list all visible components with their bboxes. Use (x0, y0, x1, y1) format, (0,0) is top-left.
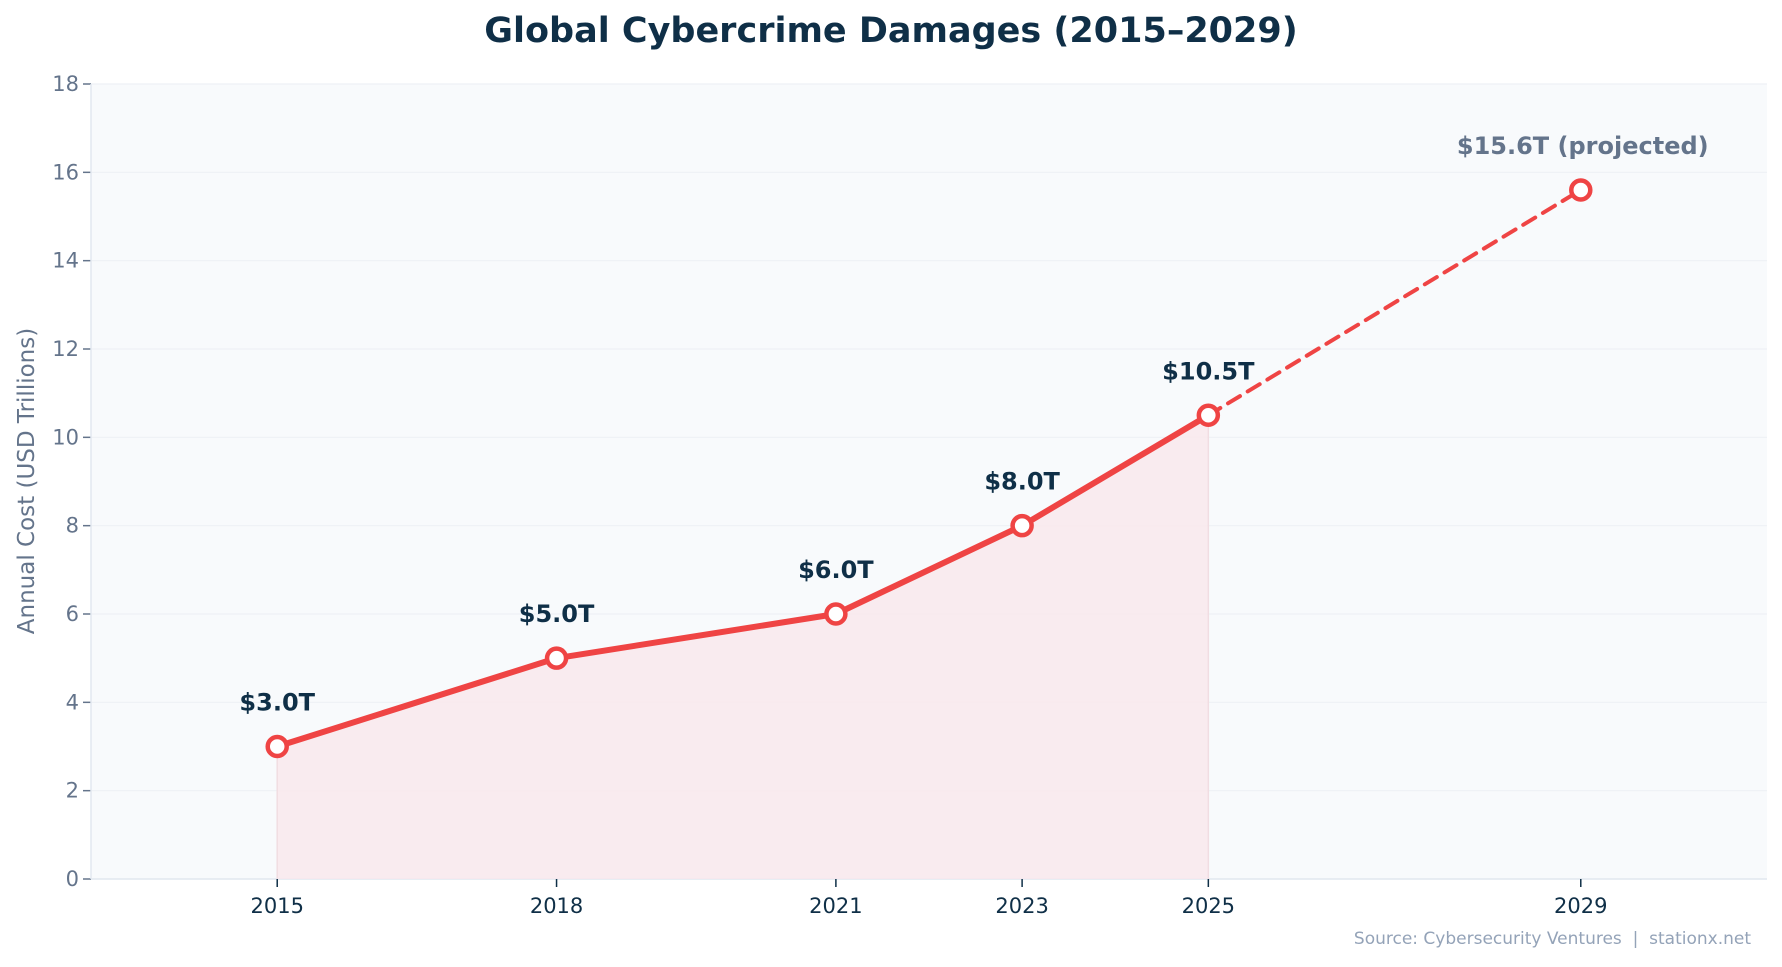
chart-title: Global Cybercrime Damages (2015–2029) (484, 11, 1297, 51)
area-fill (277, 415, 1209, 879)
data-label: $8.0T (984, 468, 1060, 496)
y-tick-label: 6 (66, 602, 79, 626)
x-tick-label: 2029 (1554, 894, 1607, 918)
y-tick-label: 14 (52, 249, 79, 273)
y-tick-label: 2 (66, 779, 79, 803)
source-note: Source: Cybersecurity Ventures | station… (1354, 929, 1751, 949)
y-tick-label: 12 (52, 337, 79, 361)
x-tick-label: 2018 (530, 894, 583, 918)
data-point (1196, 403, 1221, 427)
y-tick-label: 16 (52, 160, 79, 184)
projected-data-label: $15.6T (projected) (1457, 132, 1709, 160)
y-axis-label: Annual Cost (USD Trillions) (14, 328, 40, 634)
y-tick-label: 4 (66, 690, 79, 714)
data-point (265, 734, 289, 759)
y-tick-label: 18 (52, 72, 79, 96)
x-tick-label: 2015 (250, 894, 303, 918)
y-tick-label: 0 (66, 867, 79, 891)
data-point (1010, 513, 1034, 538)
x-tick-label: 2021 (809, 894, 862, 918)
data-label: $6.0T (798, 556, 874, 584)
x-tick-label: 2025 (1182, 894, 1235, 918)
y-tick-label: 8 (66, 514, 79, 538)
data-label: $3.0T (239, 689, 315, 717)
data-point (1569, 178, 1593, 202)
data-label: $5.0T (519, 600, 595, 628)
data-point (544, 646, 569, 670)
x-tick-label: 2023 (995, 894, 1048, 918)
projected-line (1206, 188, 1583, 418)
y-tick-label: 10 (52, 425, 79, 449)
data-point (824, 602, 848, 626)
data-label: $10.5T (1162, 357, 1255, 385)
